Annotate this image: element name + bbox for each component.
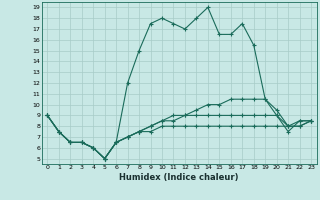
X-axis label: Humidex (Indice chaleur): Humidex (Indice chaleur) — [119, 173, 239, 182]
